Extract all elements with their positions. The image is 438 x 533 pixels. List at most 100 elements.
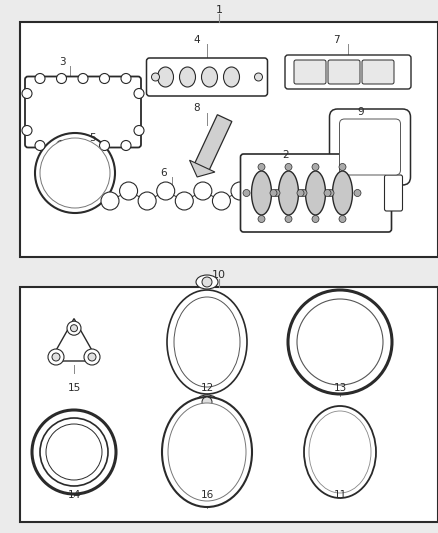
Circle shape — [194, 182, 212, 200]
FancyBboxPatch shape — [328, 60, 360, 84]
Circle shape — [270, 190, 277, 197]
Circle shape — [273, 190, 280, 197]
Circle shape — [324, 190, 331, 197]
Circle shape — [57, 74, 67, 84]
Circle shape — [35, 141, 45, 150]
Ellipse shape — [180, 67, 195, 87]
Text: 14: 14 — [67, 490, 81, 500]
Circle shape — [339, 215, 346, 222]
Text: 15: 15 — [67, 383, 81, 393]
Circle shape — [57, 141, 67, 150]
Ellipse shape — [168, 403, 246, 501]
Circle shape — [99, 141, 110, 150]
Ellipse shape — [196, 275, 218, 289]
Text: 5: 5 — [90, 133, 96, 143]
Circle shape — [231, 182, 249, 200]
Bar — [20, 22, 438, 257]
Circle shape — [88, 353, 96, 361]
Circle shape — [212, 192, 230, 210]
Circle shape — [327, 190, 334, 197]
Circle shape — [121, 141, 131, 150]
Ellipse shape — [158, 67, 173, 87]
Text: 4: 4 — [194, 35, 200, 45]
Circle shape — [312, 164, 319, 171]
Circle shape — [35, 74, 45, 84]
Circle shape — [202, 277, 212, 287]
Text: 2: 2 — [283, 150, 290, 160]
Circle shape — [46, 424, 102, 480]
Text: 8: 8 — [194, 103, 200, 113]
Circle shape — [52, 353, 60, 361]
Text: 12: 12 — [200, 383, 214, 393]
Circle shape — [78, 74, 88, 84]
Circle shape — [99, 74, 110, 84]
Text: 11: 11 — [333, 490, 346, 500]
Text: 13: 13 — [333, 383, 346, 393]
Circle shape — [22, 125, 32, 135]
Polygon shape — [190, 160, 215, 177]
Circle shape — [300, 190, 307, 197]
FancyBboxPatch shape — [294, 60, 326, 84]
Circle shape — [202, 397, 212, 407]
Circle shape — [258, 215, 265, 222]
Ellipse shape — [162, 397, 252, 507]
Bar — [20, 287, 438, 522]
Circle shape — [22, 88, 32, 99]
Ellipse shape — [304, 406, 376, 498]
Text: 1: 1 — [215, 5, 223, 15]
Ellipse shape — [305, 171, 325, 215]
Text: 9: 9 — [358, 107, 364, 117]
Ellipse shape — [174, 297, 240, 387]
Circle shape — [297, 299, 383, 385]
Ellipse shape — [279, 171, 299, 215]
FancyBboxPatch shape — [146, 58, 268, 96]
Circle shape — [157, 182, 175, 200]
Circle shape — [285, 215, 292, 222]
Circle shape — [175, 192, 193, 210]
Polygon shape — [50, 319, 98, 361]
Circle shape — [101, 192, 119, 210]
Circle shape — [40, 418, 108, 486]
Ellipse shape — [251, 171, 272, 215]
Circle shape — [339, 164, 346, 171]
FancyBboxPatch shape — [362, 60, 394, 84]
Circle shape — [67, 321, 81, 335]
Circle shape — [134, 125, 144, 135]
FancyBboxPatch shape — [385, 175, 403, 211]
Ellipse shape — [223, 67, 240, 87]
Circle shape — [138, 192, 156, 210]
FancyBboxPatch shape — [339, 119, 400, 175]
Circle shape — [121, 74, 131, 84]
Ellipse shape — [332, 171, 353, 215]
Circle shape — [243, 190, 250, 197]
Circle shape — [71, 325, 78, 332]
Ellipse shape — [196, 395, 218, 409]
Circle shape — [40, 138, 110, 208]
Circle shape — [254, 73, 262, 81]
Ellipse shape — [309, 411, 371, 493]
Circle shape — [258, 164, 265, 171]
Circle shape — [78, 141, 88, 150]
Ellipse shape — [167, 290, 247, 394]
Circle shape — [312, 215, 319, 222]
Circle shape — [285, 164, 292, 171]
Text: 7: 7 — [333, 35, 339, 45]
FancyBboxPatch shape — [25, 77, 141, 148]
Ellipse shape — [201, 67, 218, 87]
Polygon shape — [194, 115, 232, 171]
Circle shape — [297, 190, 304, 197]
Circle shape — [120, 182, 138, 200]
Circle shape — [84, 349, 100, 365]
Circle shape — [152, 73, 159, 81]
Circle shape — [288, 290, 392, 394]
Circle shape — [32, 410, 116, 494]
Circle shape — [354, 190, 361, 197]
Text: 10: 10 — [212, 270, 226, 280]
FancyBboxPatch shape — [329, 109, 410, 185]
Circle shape — [48, 349, 64, 365]
Circle shape — [134, 88, 144, 99]
Text: 6: 6 — [161, 168, 167, 178]
Text: 16: 16 — [200, 490, 214, 500]
Text: 3: 3 — [59, 57, 65, 67]
Circle shape — [35, 133, 115, 213]
